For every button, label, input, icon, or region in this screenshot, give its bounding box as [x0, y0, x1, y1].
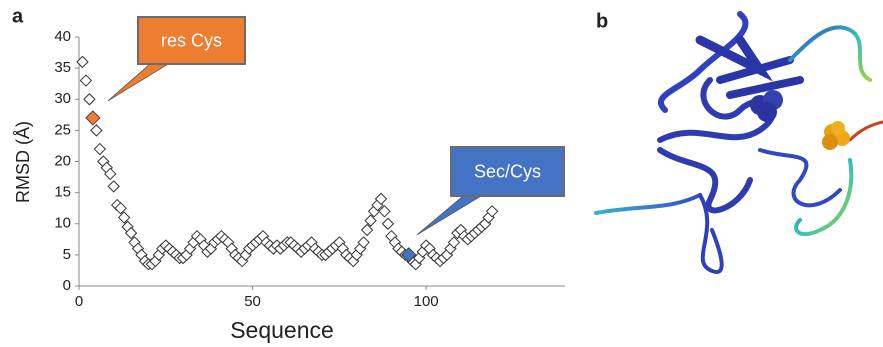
- y-tick-label: 35: [54, 59, 71, 76]
- y-tick-label: 20: [54, 152, 71, 169]
- data-point: [382, 218, 393, 229]
- callout-text: res Cys: [161, 30, 222, 50]
- x-tick-label: 50: [244, 293, 261, 310]
- y-tick-label: 25: [54, 121, 71, 138]
- x-axis-title: Sequence: [230, 317, 334, 343]
- x-tick-label: 100: [414, 293, 439, 310]
- callout-text: Sec/Cys: [474, 161, 541, 181]
- panel-label: a: [12, 5, 24, 27]
- protein-structure: [596, 14, 883, 272]
- data-point: [80, 75, 91, 86]
- highlight-point: [86, 111, 100, 125]
- data-point: [94, 144, 105, 155]
- figure: a b RMSD (Å) Sequence 0 5 10 15 20 25 30 35 40 0 5…: [0, 0, 883, 347]
- y-axis-title: RMSD (Å): [13, 121, 33, 203]
- y-tick-label: 30: [54, 90, 71, 107]
- y-tick-label: 5: [63, 246, 71, 263]
- y-tick-label: 40: [54, 28, 71, 45]
- panel-label: b: [596, 10, 608, 32]
- callout-pointer: [417, 196, 481, 235]
- y-tick-label: 15: [54, 184, 71, 201]
- data-point: [84, 94, 95, 105]
- data-point: [91, 125, 102, 136]
- callout-pointer: [108, 64, 168, 101]
- x-tick-label: 0: [75, 293, 83, 310]
- data-point: [108, 181, 119, 192]
- y-tick-label: 10: [54, 215, 71, 232]
- y-tick-label: 0: [63, 277, 71, 294]
